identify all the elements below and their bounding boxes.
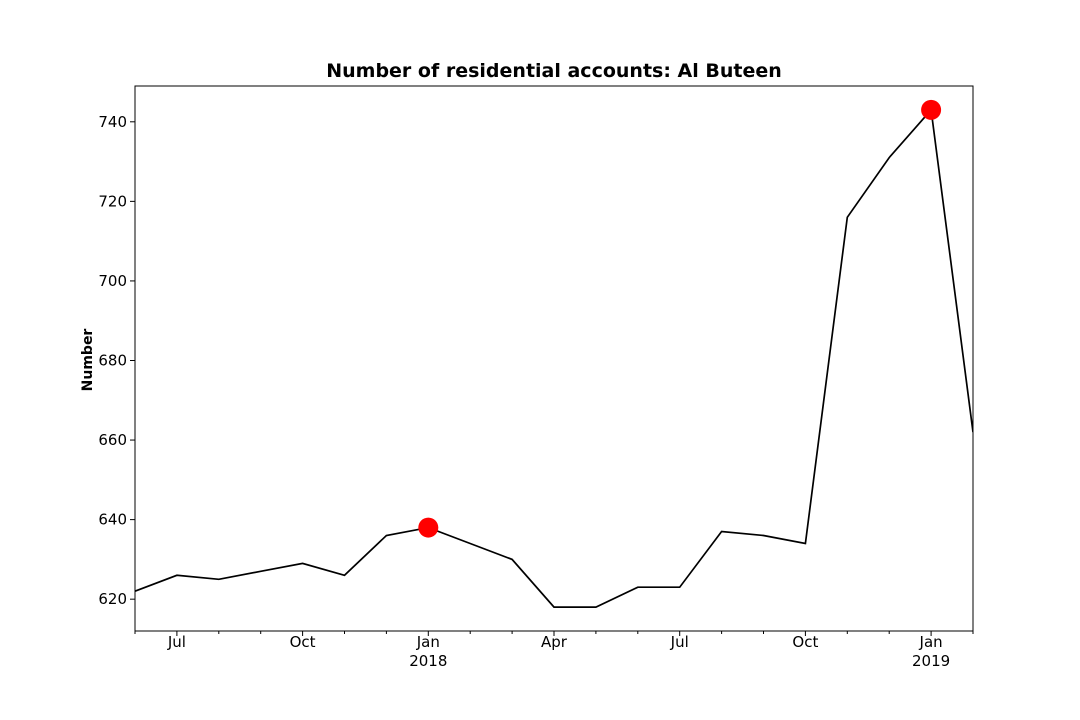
x-tick-sublabel-19: 2019 xyxy=(912,652,950,670)
y-tick-label-660: 660 xyxy=(98,431,127,449)
y-tick-label-680: 680 xyxy=(98,351,127,369)
x-tick-label-10: Apr xyxy=(541,633,568,651)
x-tick-label-1: Jul xyxy=(167,633,186,651)
y-tick-label-720: 720 xyxy=(98,192,127,210)
x-tick-label-7: Jan xyxy=(416,633,440,651)
y-tick-label-620: 620 xyxy=(98,590,127,608)
y-tick-label-640: 640 xyxy=(98,511,127,529)
x-tick-label-4: Oct xyxy=(290,633,316,651)
x-tick-label-19: Jan xyxy=(919,633,943,651)
series-line-0 xyxy=(135,107,973,608)
y-tick-label-740: 740 xyxy=(98,113,127,131)
highlight-marker-0 xyxy=(418,517,439,538)
highlight-marker-1 xyxy=(921,99,942,120)
x-tick-label-16: Oct xyxy=(792,633,818,651)
x-tick-label-13: Jul xyxy=(670,633,689,651)
axes-frame xyxy=(134,85,974,632)
chart-title: Number of residential accounts: Al Butee… xyxy=(326,60,782,82)
y-tick-label-700: 700 xyxy=(98,272,127,290)
x-tick-sublabel-7: 2018 xyxy=(409,652,447,670)
